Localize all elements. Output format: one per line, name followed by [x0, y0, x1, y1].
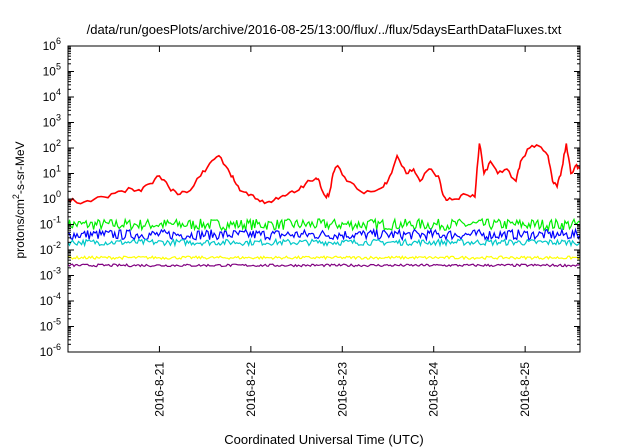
- series-line-3: [68, 227, 580, 242]
- x-tick-label: 2016-8-22: [244, 362, 258, 417]
- x-tick-label: 2016-8-21: [152, 362, 166, 417]
- y-tick-label: 10-6: [40, 342, 61, 359]
- y-tick-label: 102: [43, 138, 61, 155]
- y-tick-label: 106: [43, 36, 61, 53]
- y-tick-label: 10-3: [40, 266, 61, 283]
- y-tick-label: 10-2: [40, 240, 61, 257]
- x-tick-label: 2016-8-25: [518, 362, 532, 417]
- x-tick-label: 2016-8-23: [335, 362, 349, 417]
- y-tick-label: 10-5: [40, 317, 61, 334]
- series-line-4: [68, 237, 580, 248]
- y-tick-label: 10-1: [40, 215, 61, 232]
- x-axis-label: Coordinated Universal Time (UTC): [224, 432, 423, 447]
- plot-frame: [67, 45, 581, 353]
- chart-title: /data/run/goesPlots/archive/2016-08-25/1…: [87, 22, 562, 37]
- y-tick-label: 105: [43, 62, 61, 79]
- x-tick-label: 2016-8-24: [427, 362, 441, 417]
- y-tick-label: 104: [43, 87, 61, 104]
- y-axis-label: protons/cm2-s-sr-MeV: [11, 141, 27, 258]
- y-tick-label: 100: [43, 189, 61, 206]
- y-tick-label: 101: [43, 164, 61, 181]
- y-tick-label: 10-4: [40, 291, 61, 308]
- series-line-1: [68, 143, 580, 205]
- series-line-6: [68, 263, 580, 268]
- series-line-5: [68, 255, 580, 261]
- y-tick-label: 103: [43, 113, 61, 130]
- series-line-2: [68, 217, 580, 233]
